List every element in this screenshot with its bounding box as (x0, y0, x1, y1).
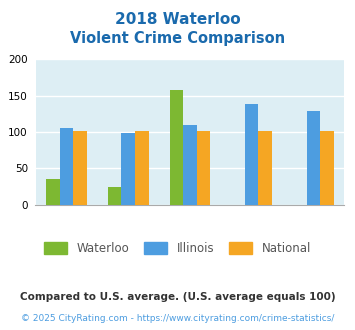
Text: © 2025 CityRating.com - https://www.cityrating.com/crime-statistics/: © 2025 CityRating.com - https://www.city… (21, 314, 334, 323)
Bar (320, 131, 334, 205)
Legend: Waterloo, Illinois, National: Waterloo, Illinois, National (39, 237, 316, 260)
Bar (60, 128, 73, 205)
Bar (73, 131, 87, 205)
Bar (197, 131, 210, 205)
Text: Compared to U.S. average. (U.S. average equals 100): Compared to U.S. average. (U.S. average … (20, 292, 335, 302)
Bar (170, 90, 183, 205)
Bar (121, 133, 135, 205)
Bar (135, 131, 148, 205)
Bar (245, 104, 258, 205)
Bar (108, 187, 121, 205)
Text: 2018 Waterloo: 2018 Waterloo (115, 12, 240, 26)
Bar (258, 131, 272, 205)
Bar (46, 179, 60, 205)
Bar (183, 125, 197, 205)
Text: Violent Crime Comparison: Violent Crime Comparison (70, 31, 285, 46)
Bar (307, 111, 320, 205)
